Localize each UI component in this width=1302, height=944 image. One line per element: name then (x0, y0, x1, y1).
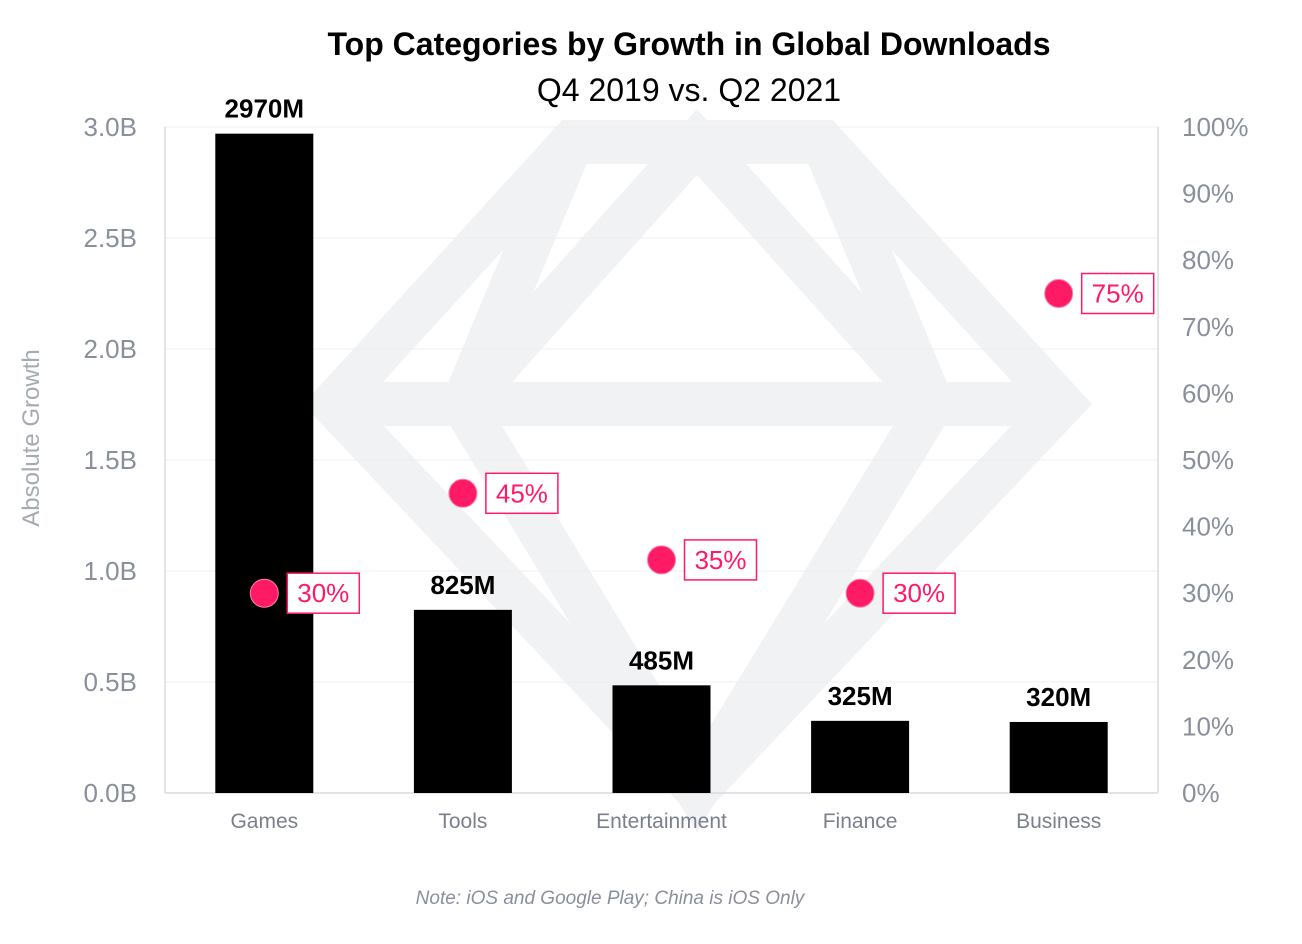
right-tick-label: 70% (1182, 312, 1234, 342)
right-tick-label: 80% (1182, 245, 1234, 275)
category-label: Tools (438, 810, 487, 833)
right-tick-label: 60% (1182, 378, 1234, 408)
growth-point (249, 578, 279, 608)
right-tick-label: 30% (1182, 578, 1234, 608)
bar-value-label: 485M (629, 645, 694, 675)
left-tick-label: 0.5B (84, 667, 138, 697)
bar-value-label: 2970M (225, 94, 305, 124)
footnote: Note: iOS and Google Play; China is iOS … (416, 888, 806, 909)
growth-point (845, 578, 875, 608)
bar (215, 133, 314, 793)
growth-label-box (882, 572, 956, 614)
right-tick-label: 40% (1182, 512, 1234, 542)
growth-label: 30% (297, 578, 349, 608)
bar (612, 685, 711, 793)
growth-label-box (1080, 272, 1155, 315)
growth-label-box (683, 539, 758, 581)
growth-label: 35% (694, 545, 746, 575)
bar-value-label: 825M (430, 570, 495, 600)
category-label: Entertainment (596, 810, 727, 833)
left-tick-label: 1.0B (84, 556, 138, 586)
right-tick-label: 90% (1182, 179, 1234, 209)
chart-texts: Top Categories by Growth in Global Downl… (18, 26, 1051, 909)
growth-point (647, 545, 676, 575)
right-tick-label: 0% (1182, 778, 1220, 808)
left-tick-label: 2.0B (84, 334, 138, 364)
right-tick-label: 50% (1182, 445, 1234, 475)
right-tick-label: 10% (1182, 711, 1234, 741)
category-label: Games (230, 810, 298, 833)
growth-label-box (485, 472, 559, 515)
axes: 0.0B 0.5B 1.0B 1.5B 2.0B 2.5B 3.0B 0% 10% 20% 30% 4… (84, 112, 1249, 833)
left-tick-label: 0.0B (84, 778, 138, 808)
chart-title: Top Categories by Growth in Global Downl… (328, 26, 1051, 62)
left-tick-label: 1.5B (84, 445, 138, 475)
bar (1009, 721, 1108, 793)
growth-label: 75% (1092, 279, 1144, 309)
right-tick-label: 20% (1182, 645, 1234, 675)
growth-point (448, 478, 478, 508)
category-label: Finance (823, 810, 898, 833)
bar-value-label: 325M (828, 681, 893, 711)
growth-label: 45% (496, 478, 548, 508)
growth-points: 30% 45% 35% 30% 75% (249, 272, 1155, 614)
category-label: Business (1016, 810, 1101, 833)
growth-label-box (286, 572, 361, 614)
left-tick-label: 2.5B (84, 223, 138, 253)
bars: 2970M 825M 485M 325M 320M (215, 94, 1108, 793)
left-tick-label: 3.0B (84, 112, 138, 142)
growth-point (1044, 279, 1074, 308)
bar (811, 720, 910, 793)
bar (413, 609, 512, 793)
bar-value-label: 320M (1026, 682, 1091, 712)
growth-label: 30% (893, 578, 945, 608)
chart-subtitle: Q4 2019 vs. Q2 2021 (537, 72, 841, 108)
y-axis-label: Absolute Growth (18, 349, 45, 526)
right-tick-label: 100% (1182, 112, 1249, 142)
